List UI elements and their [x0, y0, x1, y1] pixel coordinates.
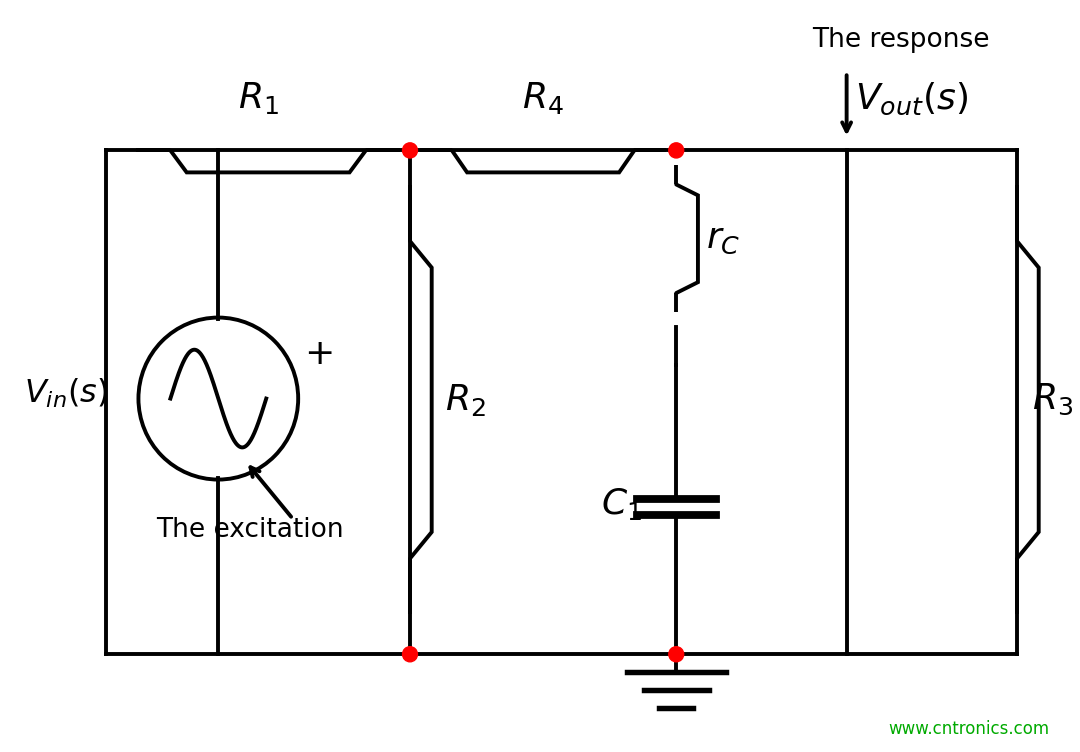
- Circle shape: [403, 143, 418, 158]
- Text: $R_1$: $R_1$: [238, 80, 279, 117]
- Text: $R_3$: $R_3$: [1031, 382, 1072, 417]
- Text: www.cntronics.com: www.cntronics.com: [888, 720, 1049, 738]
- Text: The response: The response: [812, 27, 989, 53]
- Text: $r_C$: $r_C$: [706, 222, 740, 256]
- Text: $C_1$: $C_1$: [600, 487, 642, 523]
- Circle shape: [403, 647, 418, 662]
- Text: $V_{in}$$(s)$: $V_{in}$$(s)$: [25, 377, 108, 411]
- Text: $R_4$: $R_4$: [523, 80, 564, 117]
- Circle shape: [669, 647, 684, 662]
- Text: $V_{out}$$(s)$: $V_{out}$$(s)$: [854, 80, 968, 117]
- Text: The excitation: The excitation: [157, 517, 345, 543]
- Text: $R_2$: $R_2$: [445, 382, 485, 418]
- Text: $+$: $+$: [303, 337, 333, 371]
- Circle shape: [669, 143, 684, 158]
